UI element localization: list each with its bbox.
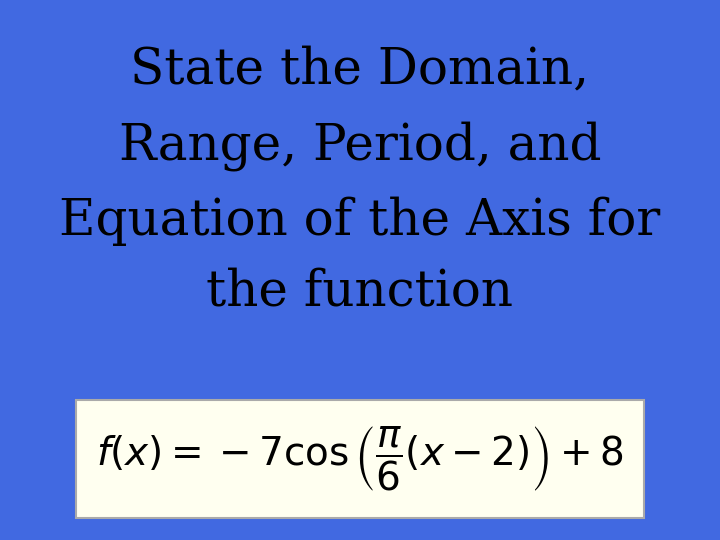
Text: the function: the function xyxy=(207,267,513,316)
Text: Equation of the Axis for: Equation of the Axis for xyxy=(59,197,661,246)
Text: State the Domain,: State the Domain, xyxy=(130,45,590,95)
Text: Range, Period, and: Range, Period, and xyxy=(119,121,601,171)
FancyBboxPatch shape xyxy=(76,400,644,518)
Text: $f(x) = -7\cos\left(\dfrac{\pi}{6}(x-2)\right)+8$: $f(x) = -7\cos\left(\dfrac{\pi}{6}(x-2)\… xyxy=(96,424,624,494)
